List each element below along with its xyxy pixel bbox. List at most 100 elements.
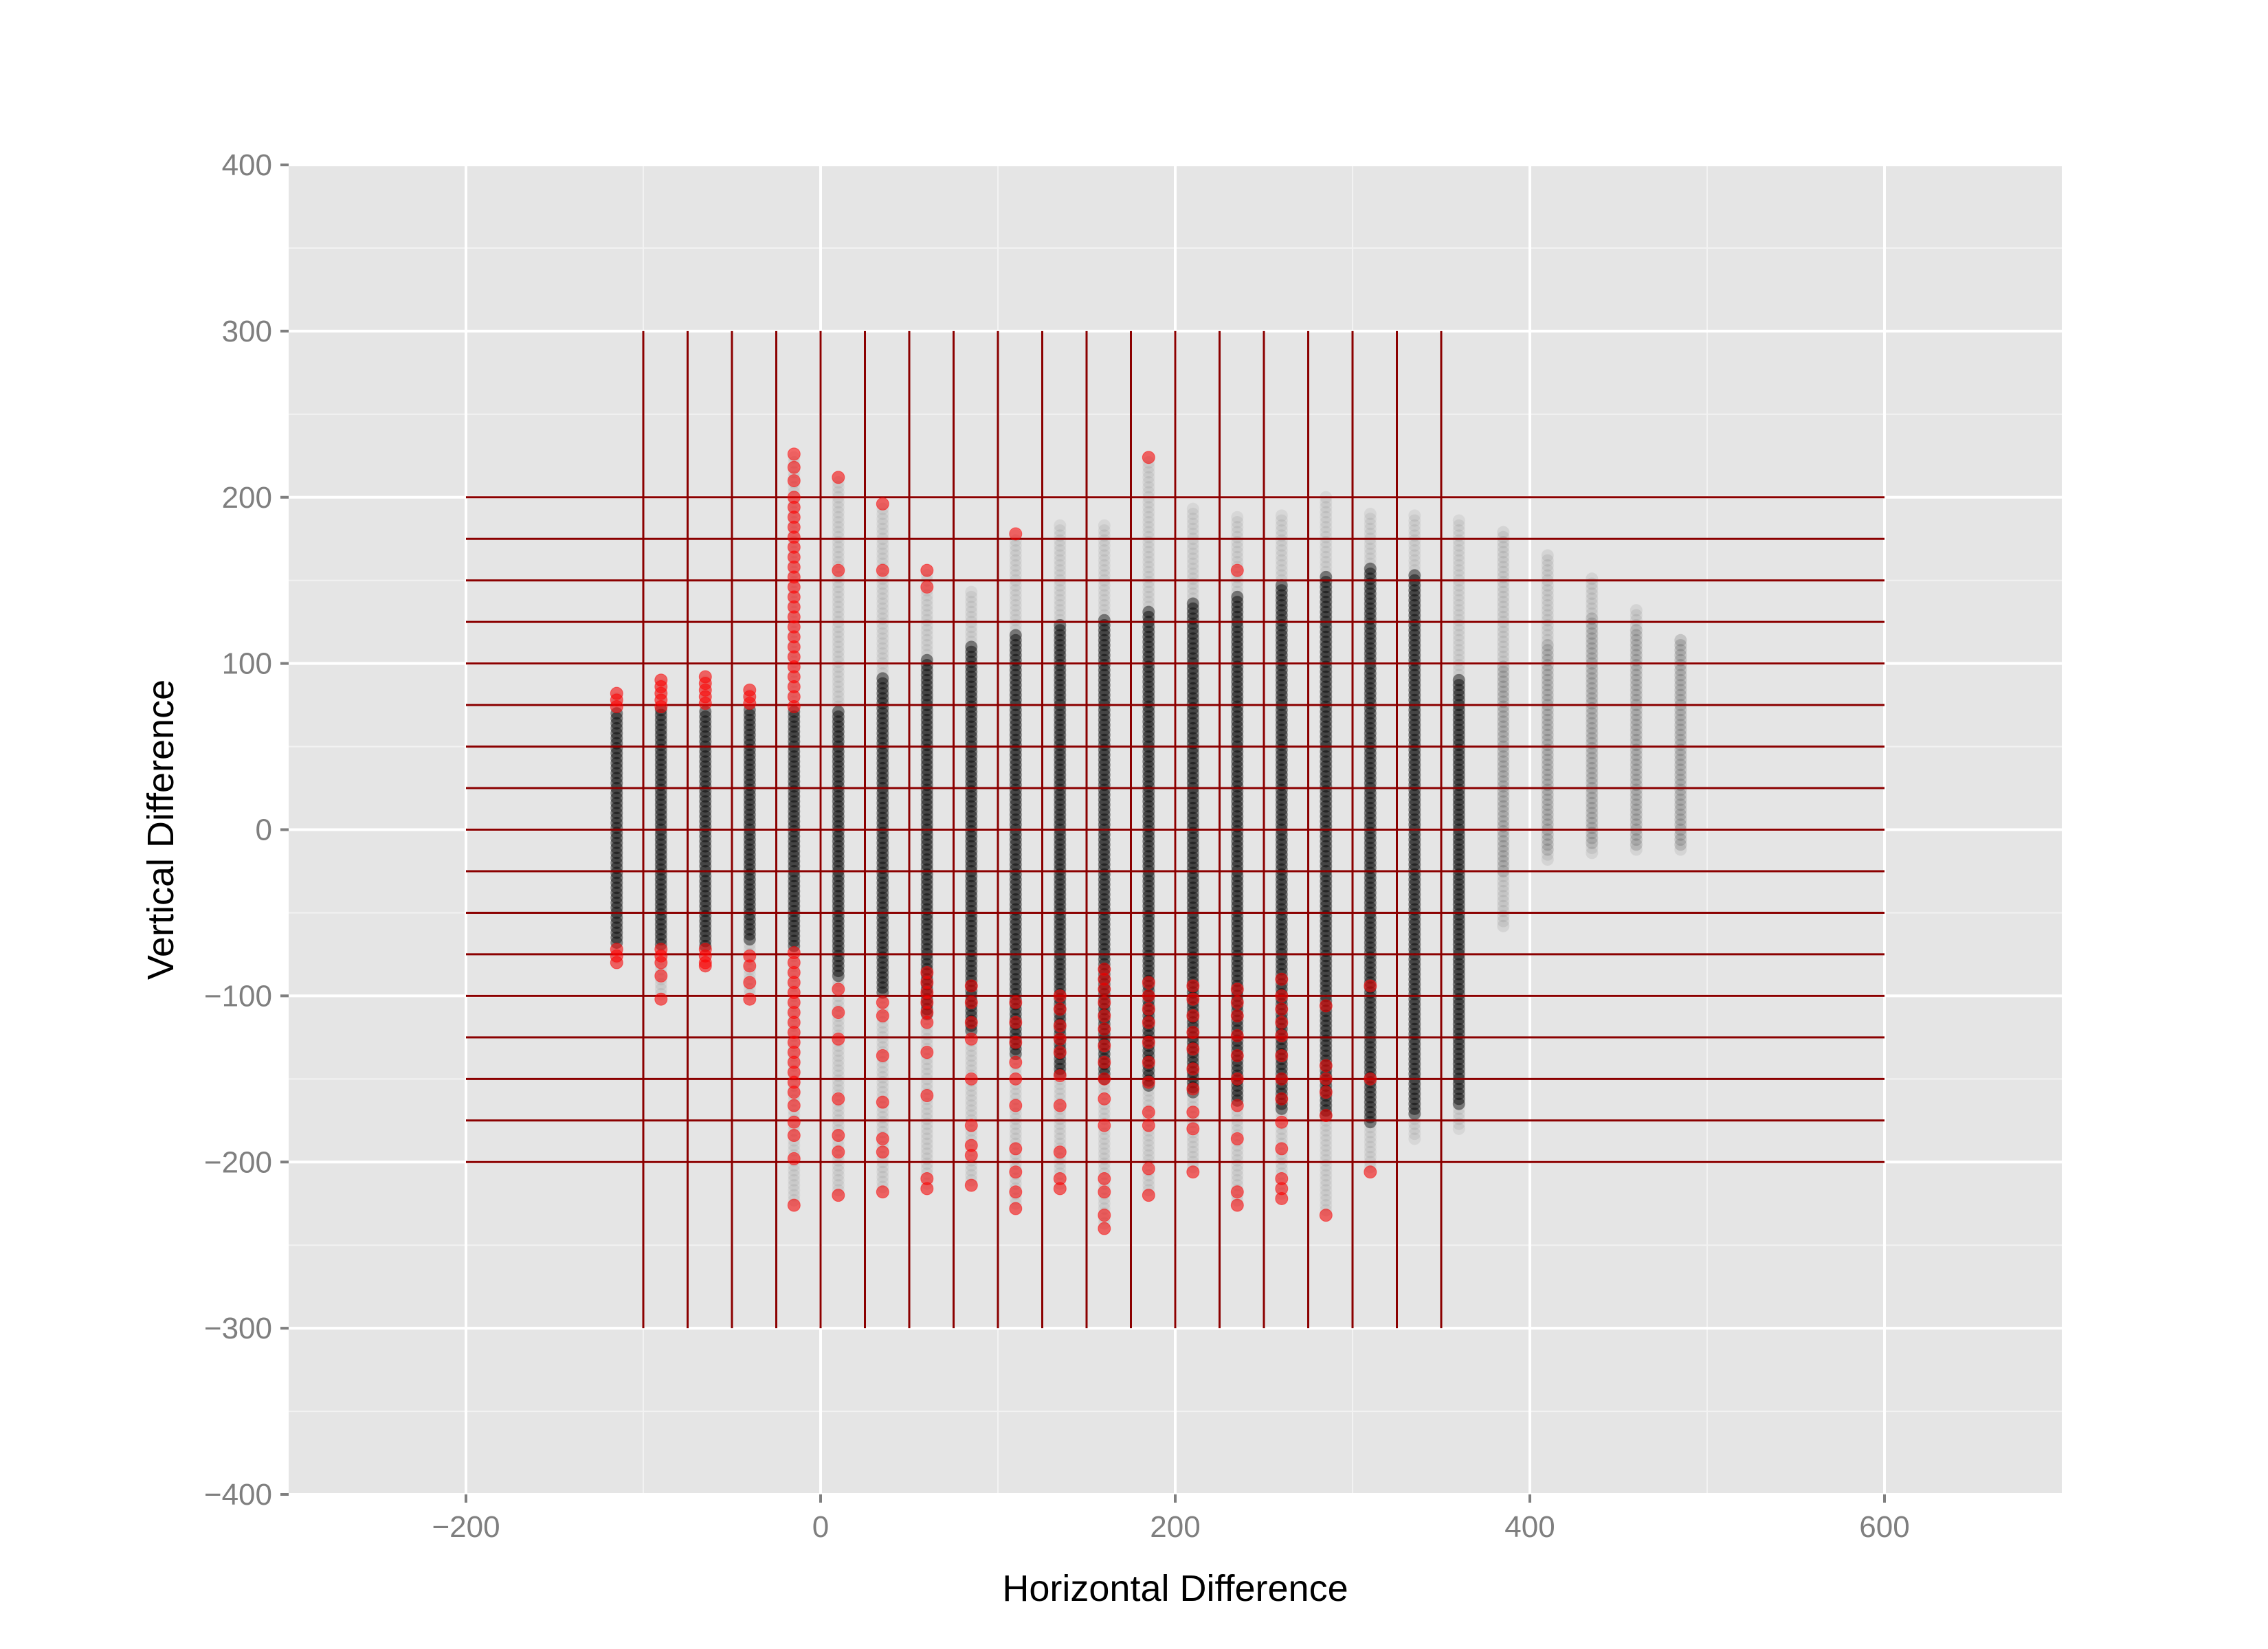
data-point [1142,795,1155,808]
data-point [699,760,712,773]
data-point [699,755,712,768]
data-point [1054,848,1067,861]
data-point [876,741,889,754]
data-point [1231,516,1244,529]
data-point [699,805,712,818]
data-point [1275,938,1288,951]
data-point [1142,556,1155,569]
data-point [1275,923,1288,936]
data-point [1275,963,1288,976]
data-point [699,840,712,853]
data-point [1275,808,1288,821]
data-point [1320,1139,1333,1152]
data-point [832,1119,845,1132]
data-point [1142,700,1155,713]
data-point [920,1147,933,1160]
data-point [1142,934,1155,947]
data-point [1231,675,1244,688]
data-point [965,919,978,932]
data-point [1275,833,1288,846]
data-point [1231,969,1244,983]
data-point [1098,584,1111,597]
data-point [743,863,756,876]
data-point [965,710,978,723]
data-point [743,913,756,926]
data-point [654,893,667,906]
data-point [832,860,845,873]
data-point [1231,625,1244,638]
data-point [1009,983,1022,996]
data-point [1275,848,1288,861]
data-point [832,655,845,669]
data-point [1275,798,1288,811]
data-point [610,896,623,909]
data-point [610,891,623,904]
data-point [1275,539,1288,552]
data-point [832,596,845,609]
data-point [1231,870,1244,883]
data-point [1009,1088,1022,1101]
data-point [788,899,801,912]
data-point [1142,481,1155,494]
data-point [832,630,845,643]
data-point [965,1104,978,1117]
data-point [965,969,978,983]
data-point [1009,848,1022,861]
data-point [1275,928,1288,941]
data-point [1054,1057,1067,1070]
data-point [610,752,623,765]
data-point [965,1169,978,1182]
outlier-point [1009,527,1023,541]
data-point [965,800,978,813]
data-point [1186,672,1199,685]
outlier-point [964,1119,978,1132]
outlier-point [1186,1009,1200,1022]
outlier-point [1364,1072,1377,1086]
data-point [1009,569,1022,582]
outlier-point [964,1016,978,1029]
data-point [610,921,623,934]
data-point [1009,958,1022,971]
data-point [1054,1122,1067,1135]
data-point [876,607,889,620]
data-point [699,770,712,783]
data-point [1231,1084,1244,1097]
data-point [1275,509,1288,522]
data-point [1231,954,1244,967]
data-point [876,672,889,685]
outlier-point [787,1115,801,1129]
data-point [920,928,933,941]
data-point [743,933,756,946]
data-point [654,833,667,846]
data-point [743,873,756,886]
y-tick-label: −100 [204,979,272,1013]
data-point [1054,728,1067,741]
data-point [1186,542,1199,555]
data-point [1320,1124,1333,1137]
data-point [743,878,756,891]
data-point [1142,954,1155,967]
data-point [1009,549,1022,562]
data-point [1098,878,1111,891]
data-point [1054,803,1067,816]
outlier-point [1186,1082,1200,1096]
data-point [1009,649,1022,662]
data-point [876,547,889,560]
data-point [965,775,978,788]
data-point [1231,919,1244,932]
data-point [1009,539,1022,552]
data-point [1054,1112,1067,1125]
data-point [743,763,756,776]
data-point [876,717,889,730]
data-point [876,582,889,595]
data-point [1098,723,1111,737]
data-point [920,833,933,846]
data-point [1142,760,1155,773]
data-point [788,824,801,838]
data-point [1142,884,1155,897]
data-point [1142,959,1155,972]
data-point [654,808,667,821]
data-point [876,876,889,889]
data-point [1231,750,1244,763]
data-point [610,727,623,740]
